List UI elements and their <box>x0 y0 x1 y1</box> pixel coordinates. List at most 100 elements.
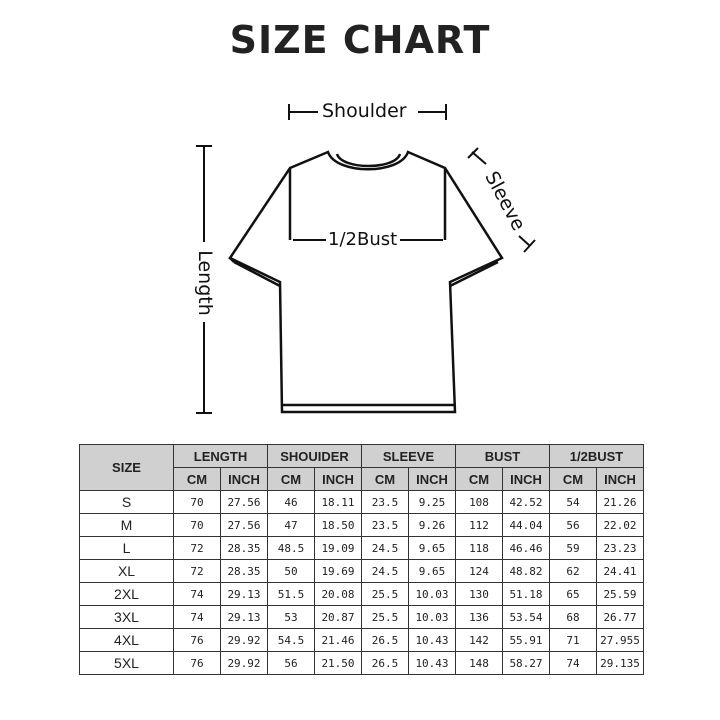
tshirt-outline <box>228 150 504 414</box>
value-cell: 72 <box>173 536 221 560</box>
table-row: M 70 27.56 47 18.50 23.5 9.26 112 44.04 56 22.02 <box>79 513 644 537</box>
group-header: SLEEVE <box>361 444 456 468</box>
value-cell: 21.50 <box>314 651 362 675</box>
size-cell: 2XL <box>79 582 174 606</box>
value-cell: 58.27 <box>502 651 550 675</box>
value-cell: 56 <box>267 651 315 675</box>
value-cell: 29.13 <box>220 605 268 629</box>
value-cell: 26.5 <box>361 628 409 652</box>
value-cell: 48.82 <box>502 559 550 583</box>
value-cell: 23.5 <box>361 490 409 514</box>
value-cell: 20.87 <box>314 605 362 629</box>
page-title: SIZE CHART <box>229 18 491 62</box>
value-cell: 18.11 <box>314 490 362 514</box>
value-cell: 46 <box>267 490 315 514</box>
value-cell: 112 <box>455 513 503 537</box>
unit-header: CM <box>361 467 409 491</box>
table-row: 5XL 76 29.92 56 21.50 26.5 10.43 148 58.27 74 29.1… <box>79 651 644 675</box>
value-cell: 21.26 <box>596 490 644 514</box>
value-cell: 23.23 <box>596 536 644 560</box>
value-cell: 74 <box>173 582 221 606</box>
value-cell: 62 <box>549 559 597 583</box>
value-cell: 24.41 <box>596 559 644 583</box>
table-row: 3XL 74 29.13 53 20.87 25.5 10.03 136 53.54 68 26.7… <box>79 605 644 629</box>
value-cell: 108 <box>455 490 503 514</box>
value-cell: 53 <box>267 605 315 629</box>
value-cell: 26.77 <box>596 605 644 629</box>
value-cell: 124 <box>455 559 503 583</box>
value-cell: 54.5 <box>267 628 315 652</box>
value-cell: 27.955 <box>596 628 644 652</box>
value-cell: 47 <box>267 513 315 537</box>
value-cell: 74 <box>549 651 597 675</box>
group-header: 1/2BUST <box>549 444 644 468</box>
value-cell: 21.46 <box>314 628 362 652</box>
unit-header: INCH <box>220 467 268 491</box>
size-cell: S <box>79 490 174 514</box>
value-cell: 51.18 <box>502 582 550 606</box>
value-cell: 25.5 <box>361 582 409 606</box>
group-header: SHOUIDER <box>267 444 362 468</box>
value-cell: 10.43 <box>408 628 456 652</box>
value-cell: 19.69 <box>314 559 362 583</box>
value-cell: 53.54 <box>502 605 550 629</box>
value-cell: 70 <box>173 490 221 514</box>
value-cell: 76 <box>173 651 221 675</box>
value-cell: 65 <box>549 582 597 606</box>
value-cell: 10.03 <box>408 582 456 606</box>
value-cell: 59 <box>549 536 597 560</box>
size-cell: XL <box>79 559 174 583</box>
size-cell: 3XL <box>79 605 174 629</box>
value-cell: 25.59 <box>596 582 644 606</box>
table-row: S 70 27.56 46 18.11 23.5 9.25 108 42.52 54 21.26 <box>79 490 644 514</box>
value-cell: 20.08 <box>314 582 362 606</box>
value-cell: 9.65 <box>408 536 456 560</box>
value-cell: 71 <box>549 628 597 652</box>
value-cell: 9.65 <box>408 559 456 583</box>
value-cell: 76 <box>173 628 221 652</box>
size-cell: 5XL <box>79 651 174 675</box>
value-cell: 29.13 <box>220 582 268 606</box>
value-cell: 27.56 <box>220 490 268 514</box>
value-cell: 29.92 <box>220 651 268 675</box>
size-table: SIZE LENGTH SHOUIDER SLEEVE BUST 1/2BUST… <box>79 444 644 675</box>
table-row: XL 72 28.35 50 19.69 24.5 9.65 124 48.82 62 24.41 <box>79 559 644 583</box>
size-cell: L <box>79 536 174 560</box>
value-cell: 42.52 <box>502 490 550 514</box>
value-cell: 28.35 <box>220 559 268 583</box>
value-cell: 50 <box>267 559 315 583</box>
value-cell: 68 <box>549 605 597 629</box>
size-header: SIZE <box>79 444 174 491</box>
value-cell: 148 <box>455 651 503 675</box>
value-cell: 44.04 <box>502 513 550 537</box>
table-row: 2XL 74 29.13 51.5 20.08 25.5 10.03 130 51.18 65 25… <box>79 582 644 606</box>
value-cell: 28.35 <box>220 536 268 560</box>
value-cell: 118 <box>455 536 503 560</box>
value-cell: 48.5 <box>267 536 315 560</box>
value-cell: 27.56 <box>220 513 268 537</box>
group-header: BUST <box>455 444 550 468</box>
unit-header: INCH <box>596 467 644 491</box>
measure-lines <box>196 104 536 414</box>
unit-header: CM <box>455 467 503 491</box>
value-cell: 74 <box>173 605 221 629</box>
value-cell: 29.135 <box>596 651 644 675</box>
unit-header: INCH <box>408 467 456 491</box>
unit-header: INCH <box>314 467 362 491</box>
value-cell: 18.50 <box>314 513 362 537</box>
unit-header: CM <box>173 467 221 491</box>
value-cell: 22.02 <box>596 513 644 537</box>
value-cell: 72 <box>173 559 221 583</box>
shoulder-label: Shoulder <box>322 100 407 122</box>
value-cell: 55.91 <box>502 628 550 652</box>
bust-label: 1/2Bust <box>328 229 398 250</box>
value-cell: 10.43 <box>408 651 456 675</box>
group-header: LENGTH <box>173 444 268 468</box>
unit-header: INCH <box>502 467 550 491</box>
value-cell: 142 <box>455 628 503 652</box>
value-cell: 23.5 <box>361 513 409 537</box>
tshirt-diagram <box>196 104 536 414</box>
value-cell: 46.46 <box>502 536 550 560</box>
unit-header: CM <box>549 467 597 491</box>
